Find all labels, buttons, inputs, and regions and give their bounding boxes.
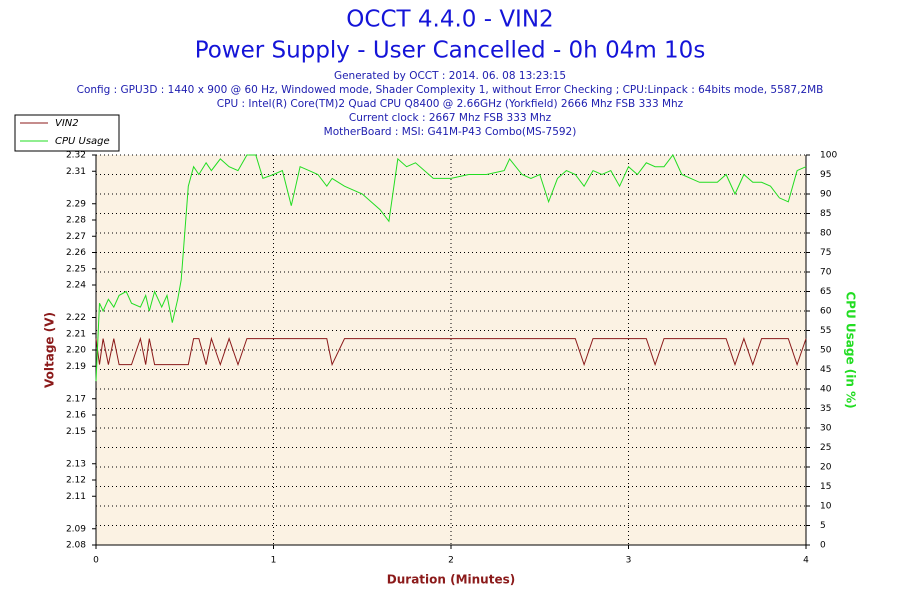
y2-tick-label: 60 xyxy=(820,307,832,317)
info-line: Generated by OCCT : 2014. 06. 08 13:23:1… xyxy=(334,70,566,82)
y2-tick-label: 100 xyxy=(820,151,837,161)
y2-tick-label: 30 xyxy=(820,424,832,434)
y2-tick-label: 20 xyxy=(820,463,832,473)
x-tick-label: 4 xyxy=(803,556,809,566)
y2-tick-label: 50 xyxy=(820,346,832,356)
y-tick-label: 2.29 xyxy=(66,199,86,209)
series-line xyxy=(95,154,807,382)
y-tick-label: 2.08 xyxy=(66,541,86,551)
y-tick-label: 2.28 xyxy=(66,216,86,226)
y2-tick-label: 25 xyxy=(820,443,831,453)
y-tick-label: 2.19 xyxy=(66,362,86,372)
y-tick-label: 2.21 xyxy=(66,329,86,339)
y2-tick-label: 40 xyxy=(820,385,832,395)
x-axis-label: Duration (Minutes) xyxy=(387,573,515,587)
y2-tick-label: 95 xyxy=(820,170,831,180)
y-tick-label: 2.27 xyxy=(66,232,86,242)
y-axis-label: Voltage (V) xyxy=(43,312,57,388)
y-tick-label: 2.22 xyxy=(66,313,86,323)
y-tick-label: 2.15 xyxy=(66,427,86,437)
chart-title: OCCT 4.4.0 - VIN2 xyxy=(346,7,553,33)
y-tick-label: 2.24 xyxy=(66,281,86,291)
y2-tick-label: 55 xyxy=(820,326,831,336)
y-tick-label: 2.09 xyxy=(66,524,86,534)
legend-label: CPU Usage xyxy=(55,136,110,147)
info-line: Current clock : 2667 Mhz FSB 333 Mhz xyxy=(349,112,552,124)
chart-subtitle: Power Supply - User Cancelled - 0h 04m 1… xyxy=(195,38,706,64)
y-tick-label: 2.11 xyxy=(66,492,86,502)
legend-box xyxy=(14,114,120,152)
info-line: CPU : Intel(R) Core(TM)2 Quad CPU Q8400 … xyxy=(217,98,684,110)
y-tick-label: 2.12 xyxy=(66,476,86,486)
x-tick-label: 3 xyxy=(626,556,632,566)
x-tick-label: 2 xyxy=(448,556,454,566)
y-tick-label: 2.32 xyxy=(66,151,86,161)
y-tick-label: 2.17 xyxy=(66,394,86,404)
y2-tick-label: 70 xyxy=(820,268,832,278)
y2-axis-label: CPU Usage (in %) xyxy=(844,291,858,408)
y-tick-label: 2.16 xyxy=(66,411,86,421)
x-tick-label: 0 xyxy=(93,556,99,566)
info-line: Config : GPU3D : 1440 x 900 @ 60 Hz, Win… xyxy=(77,84,824,96)
y2-tick-label: 15 xyxy=(820,482,831,492)
y2-tick-label: 35 xyxy=(820,404,831,414)
y-tick-label: 2.13 xyxy=(66,459,86,469)
legend-label: VIN2 xyxy=(55,118,79,129)
y2-tick-label: 10 xyxy=(820,502,832,512)
x-tick-label: 1 xyxy=(271,556,277,566)
info-line: MotherBoard : MSI: G41M-P43 Combo(MS-759… xyxy=(324,126,577,138)
series-line xyxy=(95,336,807,367)
y-tick-label: 2.20 xyxy=(66,346,86,356)
y2-tick-label: 65 xyxy=(820,287,831,297)
y-tick-label: 2.25 xyxy=(66,264,86,274)
y-tick-label: 2.31 xyxy=(66,167,86,177)
y2-tick-label: 80 xyxy=(820,229,832,239)
y2-tick-label: 5 xyxy=(820,521,826,531)
y2-tick-label: 85 xyxy=(820,209,831,219)
y2-tick-label: 75 xyxy=(820,248,831,258)
y2-tick-label: 90 xyxy=(820,190,832,200)
y2-tick-label: 45 xyxy=(820,365,831,375)
y-tick-label: 2.26 xyxy=(66,248,86,258)
y2-tick-label: 0 xyxy=(820,541,826,551)
